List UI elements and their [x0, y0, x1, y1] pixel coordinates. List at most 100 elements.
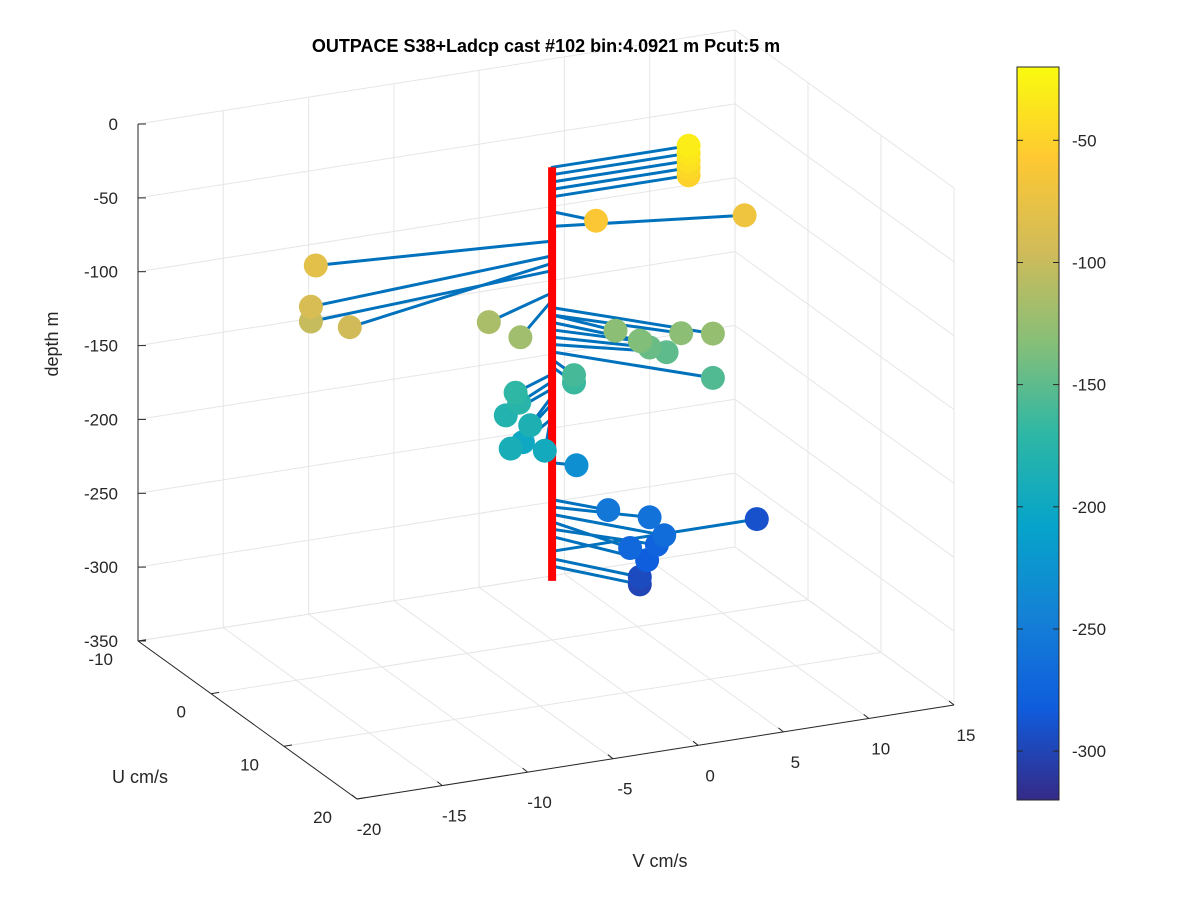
colorbar-tick-label: -100	[1072, 254, 1106, 273]
velocity-stick	[550, 173, 691, 199]
velocity-stick	[550, 350, 715, 380]
data-point	[337, 315, 362, 340]
velocity-stick	[550, 328, 643, 343]
data-point	[652, 523, 677, 548]
x-axis-label: U cm/s	[112, 767, 168, 787]
z-tick-label: -250	[84, 484, 118, 503]
x-tick-label: 10	[240, 755, 259, 774]
data-point	[503, 380, 528, 405]
y-tick-label: 10	[871, 739, 890, 758]
velocity-stick	[309, 254, 554, 309]
chart-title: OUTPACE S38+Ladcp cast #102 bin:4.0921 m…	[312, 36, 780, 56]
velocity-stick	[348, 261, 554, 329]
velocity-stick	[550, 144, 691, 169]
z-tick-label: -300	[84, 558, 118, 577]
velocity-stick	[309, 269, 554, 323]
colorbar-tick-label: -250	[1072, 620, 1106, 639]
data-layer	[298, 133, 769, 597]
gridline	[210, 599, 809, 695]
y-tick-mark	[948, 700, 955, 706]
data-point	[637, 505, 662, 530]
velocity-stick	[550, 512, 666, 537]
velocity-stick	[550, 564, 642, 586]
data-point	[596, 498, 621, 523]
y-tick-mark	[436, 781, 443, 786]
gridline	[734, 546, 955, 706]
y-tick-label: -10	[527, 793, 552, 812]
velocity-stick	[550, 166, 691, 191]
data-point	[676, 133, 701, 158]
data-point	[532, 438, 557, 463]
data-point	[732, 203, 757, 228]
grid-lines	[137, 29, 955, 800]
z-tick-label: 0	[109, 115, 118, 134]
gridline	[564, 573, 784, 733]
colorbar-tick-label: -150	[1072, 376, 1106, 395]
y-tick-label: 15	[957, 726, 976, 745]
data-point	[298, 294, 323, 319]
gridline	[734, 472, 955, 632]
velocity-stick	[314, 239, 554, 267]
velocity-stick	[550, 151, 691, 177]
data-point	[498, 436, 523, 461]
gridline	[734, 398, 955, 558]
y-axis-label: V cm/s	[632, 851, 687, 871]
z-tick-label: -150	[84, 337, 118, 356]
z-tick-label: -100	[84, 263, 118, 282]
y-tick-label: -20	[357, 820, 382, 839]
gridline	[734, 324, 955, 484]
z-tick-label: -50	[93, 189, 118, 208]
colorbar-tick-label: -50	[1072, 131, 1097, 150]
gridline	[283, 651, 882, 747]
y-tick-mark	[607, 754, 614, 760]
data-point	[508, 325, 533, 350]
colorbar	[1016, 66, 1060, 801]
gridline	[734, 177, 955, 337]
y-tick-label: -15	[442, 807, 467, 826]
gridline	[734, 103, 955, 263]
gridline	[734, 251, 955, 411]
x-tick-mark	[356, 797, 366, 800]
y-tick-mark	[778, 727, 784, 733]
x-tick-label: 0	[177, 703, 186, 722]
gridline	[137, 398, 736, 494]
z-tick-label: -200	[84, 410, 118, 429]
data-point	[476, 310, 501, 335]
data-point	[564, 453, 589, 478]
data-point	[627, 328, 652, 353]
gridline	[478, 586, 699, 746]
gridline	[649, 559, 869, 719]
data-point	[700, 365, 725, 390]
colorbar-gradient	[1016, 66, 1060, 801]
colorbar-tick-label: -200	[1072, 498, 1106, 517]
gridline	[137, 177, 736, 273]
z-axis-label: depth m	[42, 311, 62, 376]
y-tick-label: 5	[791, 753, 800, 772]
data-point	[744, 507, 769, 532]
velocity-stick	[550, 159, 691, 184]
x-tick-label: 20	[313, 808, 332, 827]
axis-frame	[137, 123, 955, 800]
data-point	[584, 208, 608, 233]
colorbar-ticks: -50 -100 -150 -200 -250 -300	[1017, 131, 1106, 761]
y-tick-mark	[351, 794, 358, 800]
y-tick-mark	[522, 767, 528, 773]
x-tick-mark	[283, 744, 293, 747]
data-point	[562, 363, 586, 388]
tick-labels: 0-50-100-150-200-250-300-350-1001020-20-…	[84, 115, 975, 839]
gridline	[734, 29, 955, 189]
gridline	[223, 627, 443, 787]
x-axis-line	[137, 640, 358, 800]
data-point	[303, 253, 328, 278]
x-tick-label: -10	[88, 650, 113, 669]
y-tick-label: -5	[617, 780, 632, 799]
data-point	[669, 321, 694, 346]
gridline	[137, 29, 736, 125]
data-point	[518, 413, 543, 438]
y-tick-mark	[692, 740, 699, 746]
data-point	[603, 318, 628, 343]
y-tick-label: 0	[705, 766, 714, 785]
gridline	[137, 103, 736, 199]
y-axis-line	[356, 704, 955, 800]
z-tick-label: -350	[84, 632, 118, 651]
